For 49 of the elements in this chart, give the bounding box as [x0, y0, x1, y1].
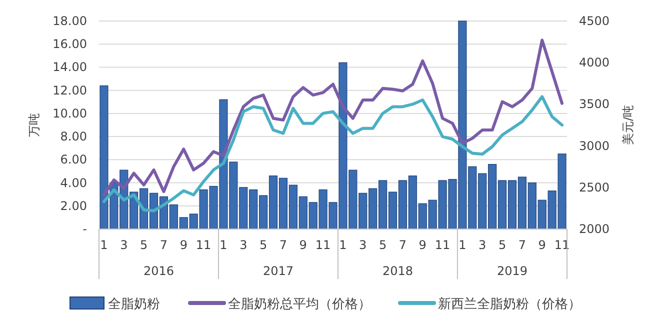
y-tick-label: 16.00 [52, 37, 87, 52]
y2-tick-label: 4000 [579, 56, 610, 70]
x-tick-label: 5 [259, 238, 268, 252]
y-tick-label: 10.00 [52, 106, 87, 120]
x-tick-label: 5 [498, 238, 506, 252]
y-axis-title: 万吨 [27, 113, 41, 137]
y2-tick-label: 4500 [579, 14, 610, 28]
x-tick-label: 5 [140, 238, 148, 252]
text: 2017 [262, 264, 294, 278]
x-tick-label: 9 [299, 238, 307, 252]
y-tick-label: 4.00 [60, 176, 87, 190]
x-tick-label: 11 [434, 238, 450, 252]
x-tick-label: 3 [120, 238, 128, 252]
x-tick-label: 11 [554, 238, 570, 252]
x-tick-label: 9 [418, 238, 426, 252]
x-tick-label: 7 [160, 238, 168, 252]
x-tick-label: 1 [339, 238, 347, 252]
x-tick-label: 7 [279, 238, 288, 252]
y-tick-label: 18.00 [52, 14, 87, 28]
x-tick-label: 9 [180, 238, 188, 252]
y-tick-label: 6.00 [60, 152, 87, 167]
y-tick-label: 14.00 [52, 60, 87, 74]
y2-tick-label: 3500 [579, 97, 610, 112]
text: 2018 [382, 264, 413, 278]
x-tick-label: 7 [398, 238, 407, 252]
y-tick-label: 8.00 [60, 130, 87, 144]
y2-tick-label: 2000 [579, 222, 610, 236]
x-tick-label: 1 [220, 238, 228, 252]
y-tick-label: 12.00 [52, 83, 87, 98]
x-tick-label: 9 [538, 238, 546, 252]
y-tick-label: 2.00 [60, 198, 87, 213]
x-tick-label: 11 [315, 238, 331, 252]
y-tick-label: - [82, 222, 87, 236]
x-tick-label: 3 [359, 238, 367, 252]
x-tick-label: 7 [518, 238, 526, 252]
legend-label: 全脂奶粉 [108, 297, 160, 312]
text: 2019 [496, 264, 528, 278]
x-tick-label: 1 [458, 238, 466, 252]
x-tick-label: 3 [240, 238, 248, 252]
legend-label: 新西兰全脂奶粉（价格） [438, 297, 581, 312]
text: 2016 [143, 264, 174, 278]
y2-tick-label: 3000 [579, 138, 610, 153]
x-tick-label: 5 [378, 238, 387, 252]
x-tick-label: 1 [100, 238, 108, 252]
legend-label: 全脂奶粉总平均（价格） [228, 297, 371, 312]
x-tick-label: 3 [478, 238, 486, 252]
x-tick-label: 11 [196, 238, 212, 252]
y2-axis-title: 美元/吨 [621, 104, 635, 146]
y2-tick-label: 2500 [579, 180, 610, 194]
